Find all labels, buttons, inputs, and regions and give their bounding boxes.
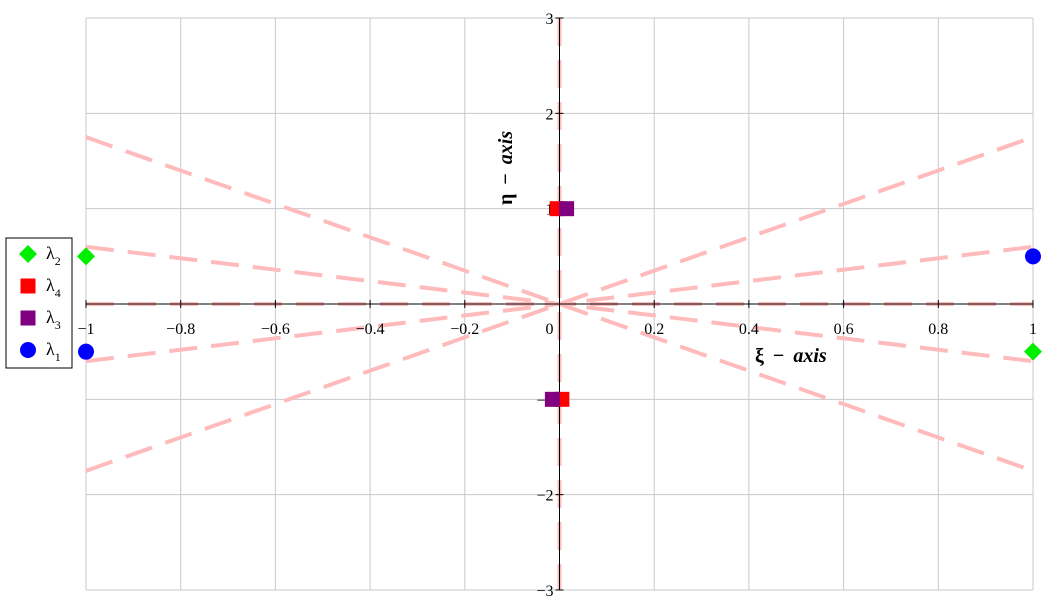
legend: λ2 λ4 λ3 λ1 [5,237,73,369]
legend-label-lambda-3: λ3 [46,307,61,332]
data-point-lambda-1 [78,343,94,360]
legend-marker-lambda-2 [19,245,37,263]
legend-label-lambda-1: λ1 [46,339,61,364]
x-tick-label: −1 [77,321,94,338]
data-point-lambda-3 [544,391,560,407]
axes [85,17,1034,591]
x-tick-label: −0.4 [356,321,385,338]
legend-box [5,237,73,369]
legend-marker-lambda-1 [20,342,36,358]
data-point-lambda-2 [1024,342,1042,361]
data-point-lambda-2 [77,247,95,266]
legend-marker-lambda-3 [20,310,36,326]
data-point-lambda-1 [1025,248,1041,265]
x-tick-label: −0.8 [166,321,195,338]
x-tick-label: −0.6 [261,321,290,338]
legend-label-lambda-2: λ2 [46,243,61,268]
x-tick-label: 1 [1029,321,1037,338]
y-tick-label: −3 [536,583,553,600]
x-tick-label: 0.8 [928,321,948,338]
x-axis-label: ξ − axis [755,345,827,367]
legend-label-lambda-4: λ4 [46,275,61,300]
x-tick-label: 0.6 [834,321,854,338]
data-points [77,201,1042,407]
x-tick-label: 0.2 [644,321,664,338]
y-tick-label: 2 [546,106,554,123]
x-tick-label: 0.4 [739,321,759,338]
x-tick-label: −0.2 [450,321,479,338]
y-tick-label: −2 [536,488,553,505]
legend-marker-lambda-4 [20,278,36,294]
y-axis-label: η − axis [495,131,517,205]
data-point-lambda-3 [559,201,575,217]
y-tick-label: 1 [546,202,554,219]
tick-labels: −1−0.8−0.6−0.4−0.200.20.40.60.81−3−2−112… [77,11,1037,600]
x-tick-label: 0 [546,321,554,338]
y-tick-label: 3 [546,11,554,28]
